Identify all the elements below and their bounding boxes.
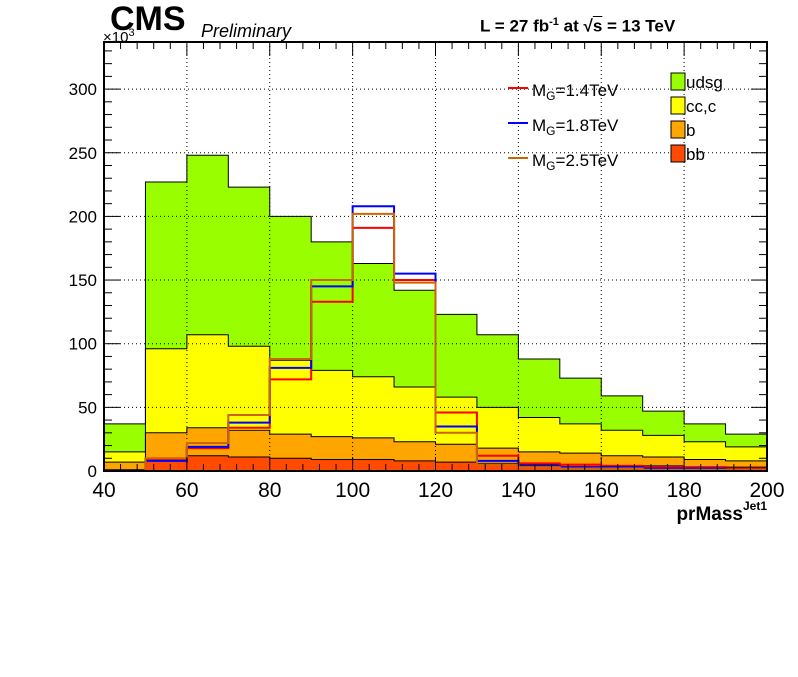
y-tick-label: 300 xyxy=(69,80,97,99)
legend-label: udsg xyxy=(686,73,723,92)
y-tick-label: 100 xyxy=(69,335,97,354)
y-multiplier: ×103 xyxy=(103,27,135,46)
grid xyxy=(104,42,767,471)
x-tick-label: 140 xyxy=(501,479,536,502)
lumi-exponent: -1 xyxy=(549,16,559,28)
lumi-s: s xyxy=(592,16,603,36)
y-tick-label: 0 xyxy=(88,462,97,481)
legend-swatch xyxy=(670,120,686,139)
x-tick-label: 200 xyxy=(749,479,784,502)
legend-swatch xyxy=(670,96,686,115)
y-tick-label: 200 xyxy=(69,207,97,226)
y-tick-label: 150 xyxy=(69,271,97,290)
x-tick-label: 60 xyxy=(175,479,198,502)
x-tick-label: 180 xyxy=(667,479,702,502)
lumi-suffix: = 13 TeV xyxy=(602,16,676,36)
lumi-mid: at √ xyxy=(558,16,593,36)
legend-swatch xyxy=(670,72,686,91)
x-tick-label: 120 xyxy=(418,479,453,502)
y-tick-label: 50 xyxy=(78,398,97,417)
signal-line xyxy=(104,212,768,472)
legend-label: bb xyxy=(686,145,705,164)
ticks xyxy=(103,42,768,472)
y-tick-label: 250 xyxy=(69,144,97,163)
x-tick-label: 80 xyxy=(258,479,281,502)
experiment-label: CMS xyxy=(110,0,186,38)
legend-swatch xyxy=(670,144,686,163)
legend-label: cc,c xyxy=(686,97,717,116)
x-axis-title: prMassJet1 xyxy=(676,499,767,525)
legend-label: b xyxy=(686,121,695,140)
lumi-prefix: L = 27 fb xyxy=(480,16,550,36)
legend-label: MG=1.8TeV xyxy=(532,116,619,138)
legend-label: MG=1.4TeV xyxy=(532,81,619,103)
x-tick-label: 100 xyxy=(335,479,370,502)
luminosity-label: L = 27 fb-1 at √s = 13 TeV xyxy=(480,16,675,37)
legend-label: MG=2.5TeV xyxy=(532,151,619,173)
x-tick-label: 160 xyxy=(584,479,619,502)
status-label: Preliminary xyxy=(201,21,292,41)
x-tick-label: 40 xyxy=(92,479,115,502)
